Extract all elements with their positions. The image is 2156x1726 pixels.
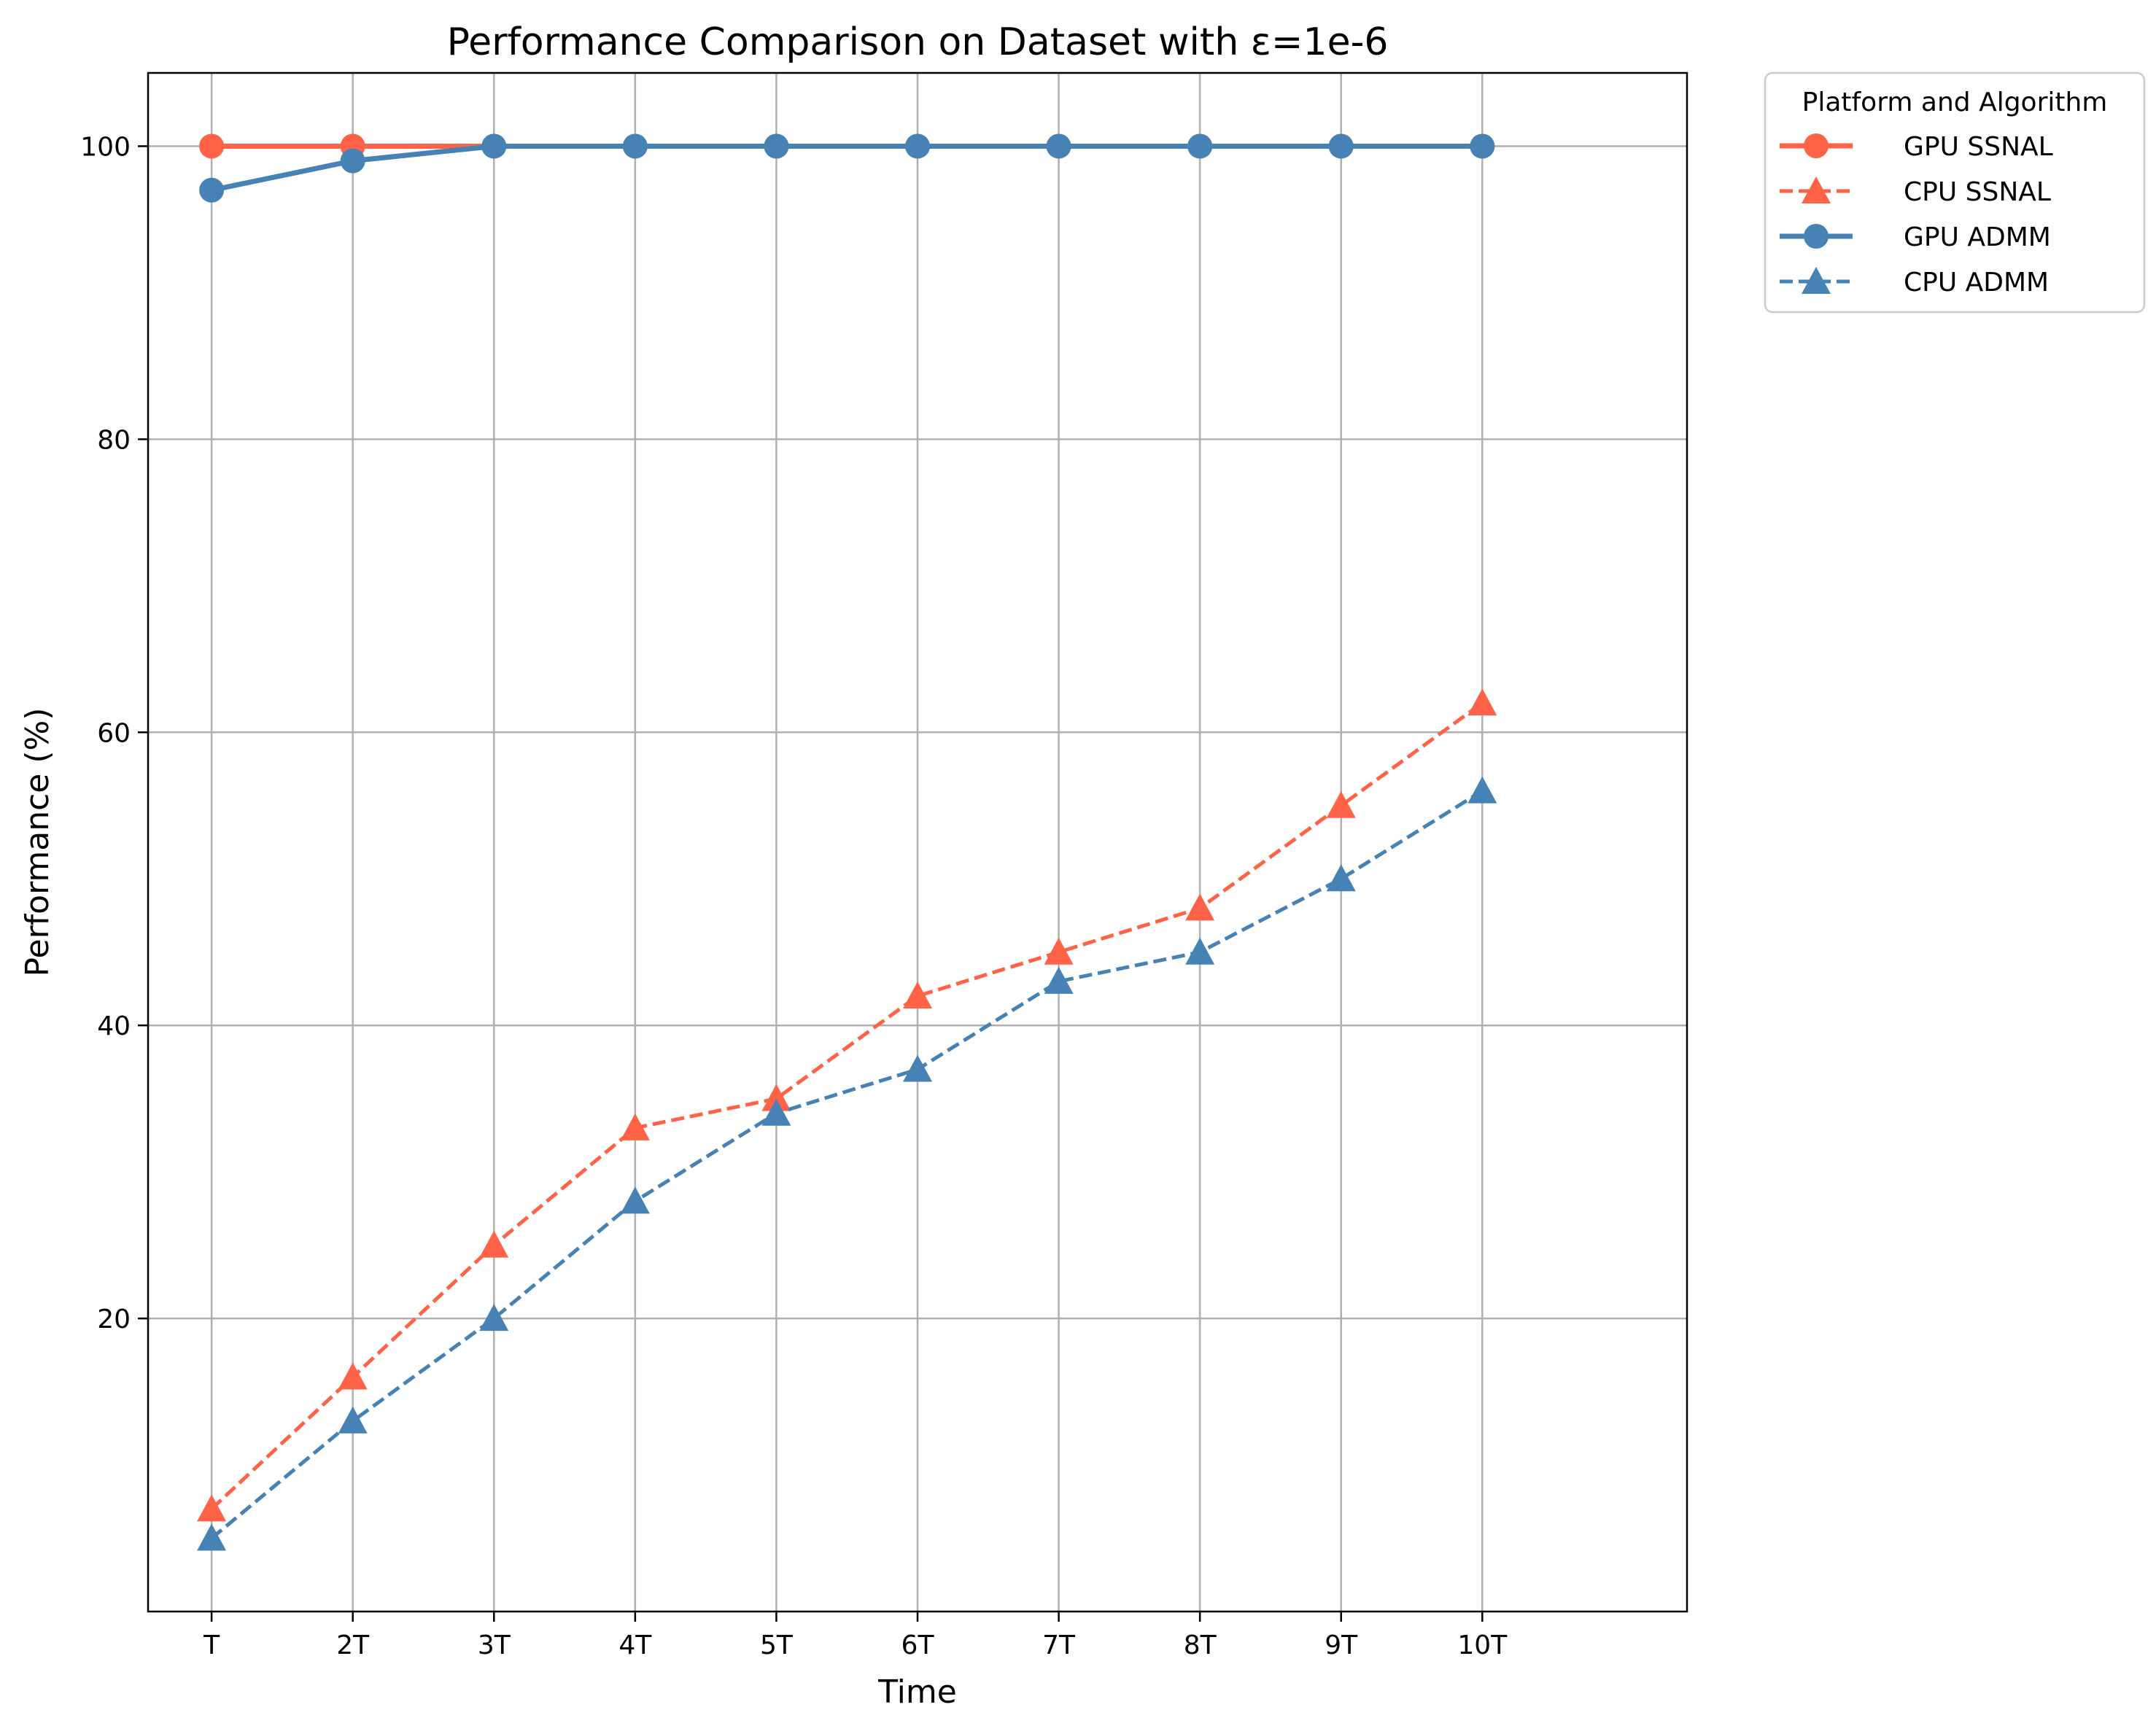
y-tick-label: 60 bbox=[97, 718, 131, 748]
data-point bbox=[199, 177, 225, 203]
x-tick-label: 8T bbox=[1184, 1630, 1217, 1660]
data-point bbox=[1044, 966, 1074, 994]
data-point bbox=[905, 133, 930, 159]
y-axis-label: Performance (%) bbox=[19, 708, 56, 977]
data-point bbox=[1185, 937, 1215, 965]
x-tick-label: 9T bbox=[1325, 1630, 1358, 1660]
data-point bbox=[338, 1362, 368, 1390]
data-point bbox=[1326, 864, 1356, 892]
x-axis-label: Time bbox=[877, 1673, 957, 1711]
legend-label: GPU SSNAL bbox=[1904, 132, 2053, 162]
data-point bbox=[622, 133, 648, 159]
data-point bbox=[761, 1084, 791, 1111]
legend-label: CPU SSNAL bbox=[1904, 177, 2051, 207]
data-point bbox=[1467, 688, 1497, 716]
y-tick-label: 80 bbox=[97, 425, 131, 455]
series-line bbox=[210, 701, 1484, 1511]
data-point bbox=[1044, 937, 1074, 965]
legend-label: GPU ADMM bbox=[1904, 222, 2051, 252]
x-tick-label: 6T bbox=[901, 1630, 935, 1660]
legend-title: Platform and Algorithm bbox=[1802, 88, 2108, 117]
data-point bbox=[479, 1304, 509, 1332]
data-point bbox=[197, 1523, 227, 1551]
legend-marker bbox=[1804, 224, 1829, 249]
legend-marker bbox=[1802, 267, 1831, 294]
x-tick-label: 5T bbox=[760, 1630, 794, 1660]
legend-entries: GPU SSNAL CPU SSNAL GPU ADMM CPU ADMM bbox=[1780, 132, 2053, 298]
y-tick-label: 20 bbox=[97, 1305, 131, 1334]
series-layer bbox=[197, 133, 1497, 1551]
data-point bbox=[479, 1230, 509, 1258]
x-tick-label: 4T bbox=[619, 1630, 652, 1660]
legend-box bbox=[1764, 71, 2146, 314]
data-point bbox=[620, 1113, 650, 1140]
y-tick-label: 100 bbox=[80, 132, 131, 162]
series-cpu-admm bbox=[197, 776, 1497, 1551]
data-point bbox=[340, 148, 365, 174]
legend-label: CPU ADMM bbox=[1904, 268, 2049, 298]
x-tick-label: 3T bbox=[478, 1630, 511, 1660]
data-point bbox=[197, 1494, 227, 1522]
legend: Platform and Algorithm GPU SSNAL CPU SSNA… bbox=[1764, 71, 2146, 314]
series-cpu-ssnal bbox=[197, 688, 1497, 1522]
x-tick-label: T bbox=[203, 1630, 220, 1660]
ticks-layer: T 2T 3T 4T 5T 6T 7T 8T 9T 10T 20 40 60 80 100 bbox=[80, 132, 1508, 1660]
series-line bbox=[211, 143, 1483, 193]
x-tick-label: 10T bbox=[1457, 1630, 1508, 1660]
data-point bbox=[903, 1054, 932, 1082]
x-tick-label: 2T bbox=[336, 1630, 370, 1660]
data-point bbox=[1328, 133, 1354, 159]
legend-marker bbox=[1804, 133, 1829, 158]
chart-title: Performance Comparison on Dataset with ε… bbox=[447, 20, 1389, 64]
data-point bbox=[1185, 893, 1215, 921]
x-tick-label: 7T bbox=[1042, 1630, 1076, 1660]
data-point bbox=[1326, 790, 1356, 818]
data-point bbox=[1046, 133, 1071, 159]
legend-marker bbox=[1802, 176, 1831, 203]
data-point bbox=[199, 133, 225, 159]
data-point bbox=[1187, 133, 1213, 159]
data-point bbox=[903, 981, 932, 1008]
data-point bbox=[1470, 133, 1495, 159]
data-point bbox=[481, 133, 507, 159]
data-point bbox=[620, 1186, 650, 1214]
grid-layer bbox=[148, 73, 1687, 1612]
series-line bbox=[210, 789, 1484, 1540]
data-point bbox=[1467, 776, 1497, 804]
data-point bbox=[338, 1406, 368, 1434]
y-tick-label: 40 bbox=[97, 1011, 131, 1041]
data-point bbox=[764, 133, 789, 159]
data-point bbox=[761, 1098, 791, 1126]
series-gpu-admm bbox=[199, 133, 1495, 203]
